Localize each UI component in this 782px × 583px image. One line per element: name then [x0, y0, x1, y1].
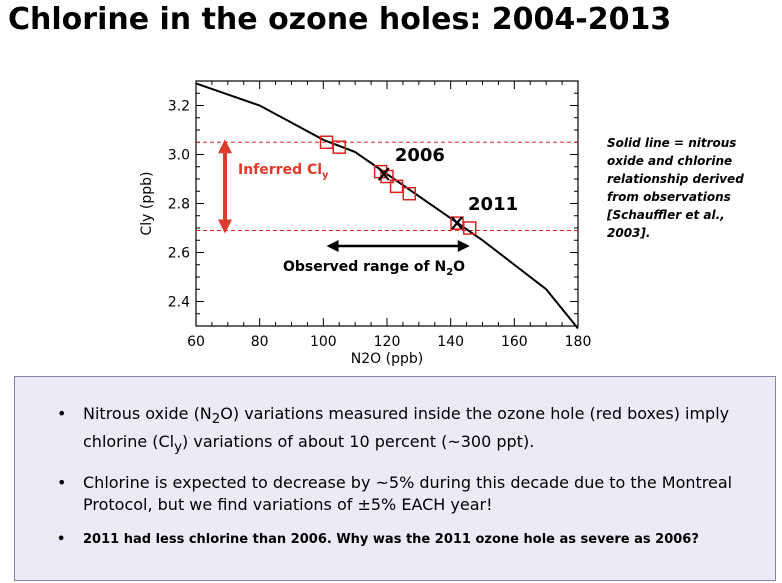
- x-tick-label: 140: [437, 334, 464, 350]
- y-tick-label: 2.8: [168, 197, 190, 213]
- page-title: Chlorine in the ozone holes: 2004-2013: [8, 2, 672, 37]
- inferred-arrow-head-up: [218, 139, 232, 154]
- observed-arrow-head-right: [457, 240, 470, 252]
- ozone-hole-box: [402, 186, 417, 201]
- ozone-hole-box: [332, 140, 346, 154]
- ozone-hole-box: [463, 221, 477, 235]
- x-tick-label: 120: [374, 334, 401, 350]
- year-marker: [377, 167, 390, 181]
- plot-frame: [195, 80, 579, 327]
- year-label: 2011: [468, 194, 518, 215]
- ozone-hole-box: [389, 179, 404, 194]
- x-tick-label: 180: [565, 334, 592, 350]
- x-tick-label: 160: [501, 334, 528, 350]
- x-tick-label: 80: [251, 334, 269, 350]
- bullet-2011-question: 2011 had less chlorine than 2006. Why wa…: [57, 529, 757, 551]
- inferred-arrow-head-down: [218, 219, 232, 234]
- summary-box: Nitrous oxide (N2O) variations measured …: [14, 376, 776, 581]
- bullet-chlorine-decrease: Chlorine is expected to decrease by ~5% …: [57, 472, 757, 516]
- y-tick-label: 2.6: [168, 246, 190, 262]
- year-label: 2006: [395, 145, 445, 166]
- y-tick-label: 3.0: [168, 148, 190, 164]
- y-tick-label: 2.4: [168, 295, 190, 311]
- y-axis-label: Cly (ppb): [139, 172, 155, 236]
- observed-arrow-head-left: [326, 240, 339, 252]
- year-marker: [451, 216, 463, 230]
- bullet-n2o-variations: Nitrous oxide (N2O) variations measured …: [57, 403, 757, 459]
- observed-range-label: Observed range of N2O: [283, 259, 465, 278]
- relationship-curve: [195, 82, 579, 330]
- y-tick-label: 3.2: [168, 99, 190, 115]
- x-tick-label: 100: [310, 334, 337, 350]
- side-note: Solid line = nitrous oxide and chlorine …: [607, 136, 744, 240]
- inferred-cly-label: Inferred Cly: [238, 162, 329, 181]
- bullet-list: Nitrous oxide (N2O) variations measured …: [57, 403, 757, 564]
- n2o-cly-chart: 60 80 100 120 140 160 180 2.4 2.6 2.8 3.0 3.2 N2O (p…: [139, 80, 592, 367]
- x-axis-label: N2O (ppb): [351, 351, 423, 367]
- x-tick-label: 60: [187, 334, 205, 350]
